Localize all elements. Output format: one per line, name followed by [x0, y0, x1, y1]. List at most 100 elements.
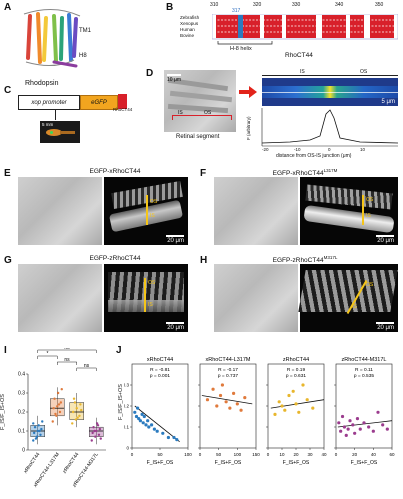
data-point	[355, 417, 360, 421]
panel-letter-h: H	[200, 255, 208, 266]
sig-label: ns	[64, 348, 70, 351]
f-title-sup: L317M	[323, 168, 338, 173]
is-os-header: IS OS	[262, 69, 398, 78]
x-tick-label: 0	[335, 452, 338, 457]
f-title-text: EGFP-xRhoCT44	[272, 170, 324, 178]
g-scale-text: 20 μm	[167, 325, 184, 331]
data-point	[205, 398, 210, 402]
data-point	[239, 408, 243, 412]
data-point	[32, 422, 35, 425]
f-os: OS	[366, 197, 374, 203]
data-point	[32, 439, 35, 442]
retinal-segment-caption: Retinal segment	[176, 134, 220, 140]
data-point	[348, 419, 352, 423]
data-point	[146, 419, 150, 423]
panel-letter-f: F	[200, 168, 207, 179]
x-axis-label: F_IS+F_OS	[215, 460, 242, 466]
e-is: IS	[150, 213, 155, 219]
data-point	[311, 406, 315, 410]
data-point	[92, 426, 95, 429]
pos-tick: 310	[210, 2, 219, 8]
data-point	[37, 424, 40, 427]
scalebar	[167, 74, 181, 76]
y-tick-label: 0.2	[124, 404, 129, 409]
data-point	[56, 391, 60, 395]
data-point	[36, 429, 39, 433]
data-point	[74, 418, 78, 421]
data-point	[340, 414, 345, 419]
data-point	[305, 398, 309, 402]
os-label: OS	[204, 110, 212, 116]
rhoct44-tag-label: RhoCT44	[113, 107, 133, 112]
egfp-box: eGFP	[80, 95, 118, 110]
y-tick-label: 0.2	[18, 410, 25, 416]
data-point	[134, 414, 139, 419]
data-point	[277, 400, 281, 404]
rhoct44-box	[118, 94, 127, 109]
e-scale-text: 20 μm	[167, 238, 184, 244]
panel-letter-j: J	[116, 345, 122, 356]
g-brightfield-image	[18, 264, 102, 332]
x-axis-label: F_IS+F_OS	[283, 460, 310, 466]
scalebar-text: 10 μm	[167, 77, 181, 83]
data-point	[291, 389, 295, 393]
x-tick-label: 0	[267, 452, 270, 457]
data-point	[381, 423, 385, 427]
e-fluorescence-image: OS IS 20 μm	[104, 177, 188, 245]
data-point	[39, 433, 42, 436]
fit-line	[201, 395, 253, 405]
data-point	[152, 427, 156, 431]
x-tick-label: 50	[157, 452, 163, 457]
data-point	[71, 422, 74, 425]
f-fluorescence-image: OS IS 20 μm	[300, 177, 398, 245]
rhodopsin-caption: Rhodopsin	[25, 80, 59, 87]
x-tick-label: 0	[131, 452, 134, 457]
data-point	[79, 403, 82, 406]
data-point	[385, 427, 389, 431]
data-point	[150, 423, 154, 427]
data-point	[232, 391, 236, 395]
retina-brightfield-image: 10 μm IS OS	[164, 70, 236, 132]
h-scale-text: 20 μm	[377, 325, 394, 331]
panel-letter-e: E	[4, 168, 11, 179]
f-is: IS	[366, 213, 371, 219]
data-point	[346, 427, 350, 431]
plot-title: xRhoCT44-L317M	[206, 357, 251, 363]
x-tick-label: 50	[216, 452, 222, 457]
data-point	[97, 433, 101, 436]
data-point	[90, 439, 93, 442]
arrow-down	[55, 110, 56, 120]
g-is: IS	[148, 302, 153, 308]
stat-label: p = 0.535	[354, 373, 374, 379]
d-ylabel: F (arbitrary)	[246, 116, 251, 141]
species-name: Xenopus	[180, 21, 199, 26]
data-point	[301, 383, 305, 387]
h8-label: H8	[79, 53, 87, 59]
data-point	[337, 421, 341, 425]
data-point	[211, 387, 215, 391]
data-point	[294, 402, 298, 406]
h-brightfield-image	[214, 264, 298, 332]
y-tick-label: 0.3	[124, 383, 129, 388]
data-point	[339, 429, 343, 433]
data-point	[172, 435, 176, 440]
data-point	[75, 407, 78, 410]
h-title-text: EGFP-zRhoCT44	[272, 257, 324, 265]
data-point	[57, 403, 61, 406]
data-point	[142, 414, 146, 419]
h-title: EGFP-zRhoCT44M317L	[250, 255, 360, 264]
data-point	[166, 435, 170, 440]
scatter-charts: xRhoCT44 R = -0.81p = 0.001 0 0.1 0.2 0.3 0 50 1…	[124, 357, 395, 466]
position-ticks: 310 320 330 340 350	[180, 2, 395, 10]
d-xtick: 0	[328, 147, 331, 152]
data-point	[33, 426, 37, 429]
os-label: OS	[360, 69, 368, 75]
helix-bracket	[217, 41, 273, 45]
data-point	[243, 396, 247, 400]
data-point	[99, 437, 102, 440]
sig-bracket	[76, 367, 97, 371]
data-point	[344, 433, 348, 437]
pos-tick: 350	[375, 2, 384, 8]
y-tick-label: 0	[22, 448, 25, 454]
data-point	[96, 424, 100, 427]
